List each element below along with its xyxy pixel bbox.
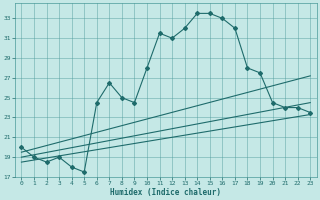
X-axis label: Humidex (Indice chaleur): Humidex (Indice chaleur) — [110, 188, 221, 197]
